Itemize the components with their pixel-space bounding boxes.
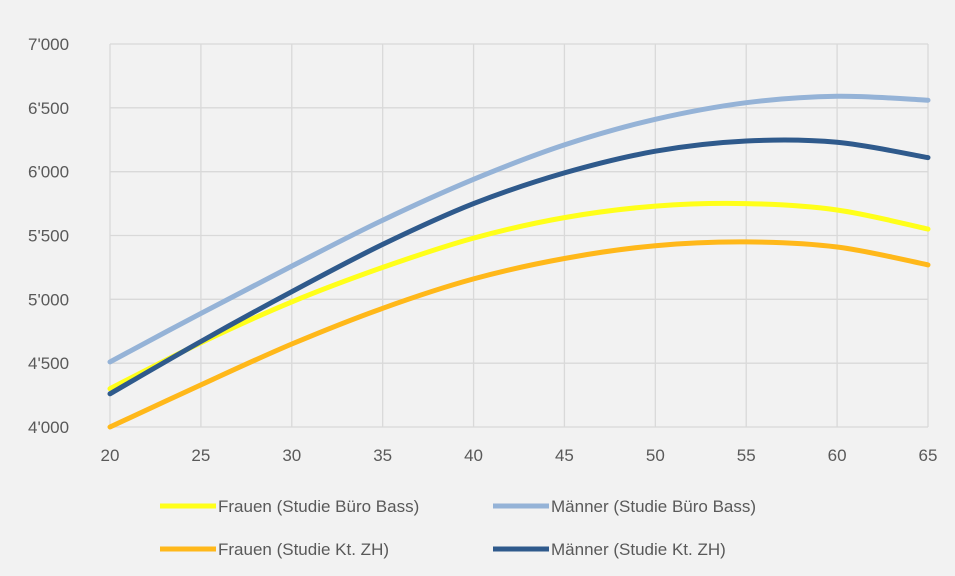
x-tick-label: 30	[282, 446, 301, 465]
x-tick-label: 25	[191, 446, 210, 465]
y-axis-ticks: 4'000 4'500 5'000 5'500 6'000 6'500 7'000	[28, 35, 69, 437]
legend-label-4: Männer (Studie Kt. ZH)	[551, 540, 726, 559]
y-tick-label: 4'500	[28, 354, 69, 373]
legend: Frauen (Studie Büro Bass) Männer (Studie …	[160, 497, 756, 559]
legend-label-1: Frauen (Studie Büro Bass)	[218, 497, 419, 516]
series-line-2	[107, 93, 931, 365]
y-tick-label: 5'000	[28, 290, 69, 309]
x-tick-label: 65	[919, 446, 938, 465]
series-line-3	[107, 239, 931, 430]
legend-label-2: Männer (Studie Büro Bass)	[551, 497, 756, 516]
series-line-4	[107, 137, 931, 397]
x-tick-label: 35	[373, 446, 392, 465]
legend-label-3: Frauen (Studie Kt. ZH)	[218, 540, 389, 559]
x-tick-label: 40	[464, 446, 483, 465]
x-tick-label: 50	[646, 446, 665, 465]
x-tick-label: 55	[737, 446, 756, 465]
series-line-1	[107, 200, 931, 392]
series-lines	[107, 93, 931, 430]
gridlines	[109, 43, 929, 428]
x-axis-ticks: 20 25 30 35 40 45 50 55 60 65	[101, 446, 938, 465]
y-tick-label: 6'500	[28, 99, 69, 118]
x-tick-label: 60	[828, 446, 847, 465]
x-tick-label: 45	[555, 446, 574, 465]
y-tick-label: 7'000	[28, 35, 69, 54]
y-tick-label: 5'500	[28, 227, 69, 246]
y-tick-label: 6'000	[28, 163, 69, 182]
y-tick-label: 4'000	[28, 418, 69, 437]
x-tick-label: 20	[101, 446, 120, 465]
